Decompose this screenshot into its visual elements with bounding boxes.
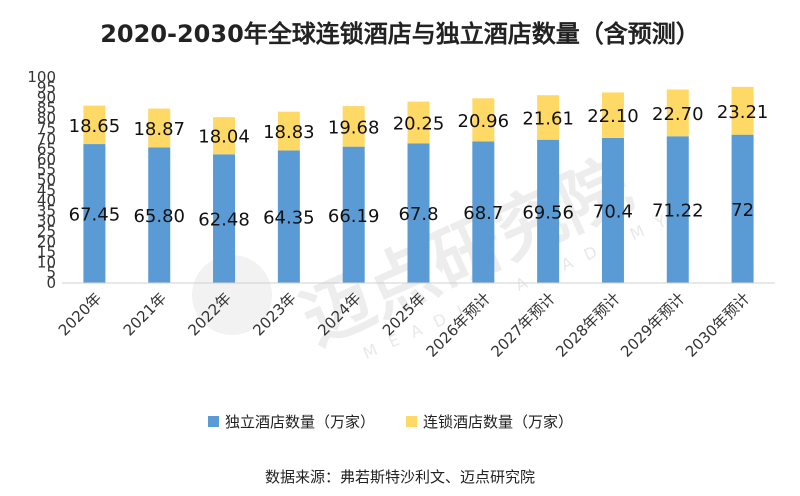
legend-label-chain: 连锁酒店数量（万家）: [423, 413, 573, 431]
x-tick-label: 2030年预计: [682, 289, 754, 361]
bar-independent: [472, 141, 495, 283]
source-note: 数据来源：弗若斯特沙利文、迈点研究院: [265, 468, 535, 486]
bar-chain: [537, 95, 560, 140]
bar-chain: [342, 106, 365, 147]
bar-independent: [213, 154, 236, 283]
y-tick-label: 15: [37, 243, 56, 261]
y-tick-label: 45: [37, 181, 56, 199]
bar-chain: [83, 105, 106, 145]
bars-group: [83, 86, 754, 283]
legend-swatch-chain: [406, 416, 417, 427]
data-label-independent: 69.56: [522, 202, 574, 223]
y-tick-label: 5: [46, 264, 56, 282]
y-tick-label: 35: [37, 202, 56, 220]
data-label-chain: 19.68: [328, 117, 380, 138]
bar-independent: [601, 137, 624, 283]
data-label-chain: 21.61: [522, 108, 574, 129]
y-tick-label: 65: [37, 140, 56, 158]
data-label-chain: 20.96: [458, 111, 510, 132]
legend: 独立酒店数量（万家） 连锁酒店数量（万家）: [208, 413, 573, 431]
data-label-independent: 67.8: [398, 204, 438, 225]
data-label-chain: 22.10: [587, 106, 639, 127]
y-tick-label: 95: [37, 78, 56, 96]
y-tick-label: 90: [37, 89, 56, 107]
y-tick-label: 0: [46, 274, 56, 292]
bar-chain: [731, 86, 754, 135]
bar-independent: [277, 150, 300, 283]
bar-independent: [666, 136, 689, 283]
y-axis: 0510152025303540455055606570758085909510…: [27, 68, 56, 292]
y-tick-label: 85: [37, 99, 56, 117]
bar-chain: [472, 98, 495, 142]
x-tick-label: 2021年: [120, 289, 170, 339]
data-label-independent: 71.22: [652, 201, 704, 222]
y-tick-label: 20: [37, 233, 56, 251]
data-label-chain: 20.25: [393, 113, 445, 134]
bar-chain: [666, 89, 689, 137]
data-label-independent: 67.45: [69, 205, 121, 226]
bar-independent: [731, 134, 754, 283]
bar-independent: [83, 144, 106, 283]
y-tick-label: 10: [37, 253, 56, 271]
bar-independent: [148, 147, 171, 283]
y-tick-label: 50: [37, 171, 56, 189]
bar-chain: [277, 111, 300, 151]
data-labels-group: 67.45 18.65 65.80 18.87 62.48 18.04 64.35 18.83…: [69, 102, 769, 231]
legend-swatch-independent: [208, 416, 219, 427]
x-tick-label: 2028年预计: [552, 289, 624, 361]
bar-chain: [148, 108, 171, 148]
data-label-independent: 68.7: [463, 203, 503, 224]
y-tick-label: 100: [27, 68, 56, 86]
bar-independent: [342, 146, 365, 283]
data-label-chain: 22.70: [652, 104, 704, 125]
legend-label-independent: 独立酒店数量（万家）: [225, 413, 375, 431]
data-label-chain: 18.87: [133, 119, 185, 140]
bar-chain: [213, 117, 236, 155]
data-label-chain: 18.83: [263, 122, 315, 143]
y-tick-label: 30: [37, 212, 56, 230]
chart-title: 2020-2030年全球连锁酒店与独立酒店数量（含预测）: [100, 20, 700, 48]
data-label-independent: 65.80: [133, 206, 185, 227]
data-label-chain: 18.04: [198, 127, 250, 148]
y-tick-label: 25: [37, 223, 56, 241]
data-label-chain: 23.21: [717, 102, 769, 123]
x-tick-label: 2020年: [55, 289, 105, 339]
data-label-independent: 72: [731, 200, 754, 221]
bar-chain: [407, 101, 430, 144]
y-tick-label: 80: [37, 109, 56, 127]
y-tick-label: 75: [37, 120, 56, 138]
y-tick-label: 60: [37, 150, 56, 168]
bar-independent: [407, 143, 430, 283]
bar-independent: [537, 139, 560, 283]
bar-chain: [601, 92, 624, 138]
watermark-logo: [192, 255, 272, 335]
data-label-independent: 62.48: [198, 210, 250, 231]
data-label-chain: 18.65: [69, 116, 121, 137]
data-label-independent: 70.4: [593, 201, 633, 222]
data-label-independent: 64.35: [263, 208, 315, 229]
x-tick-label: 2029年预计: [617, 289, 689, 361]
data-label-independent: 66.19: [328, 206, 380, 227]
y-tick-label: 70: [37, 130, 56, 148]
y-tick-label: 55: [37, 161, 56, 179]
y-tick-label: 40: [37, 192, 56, 210]
